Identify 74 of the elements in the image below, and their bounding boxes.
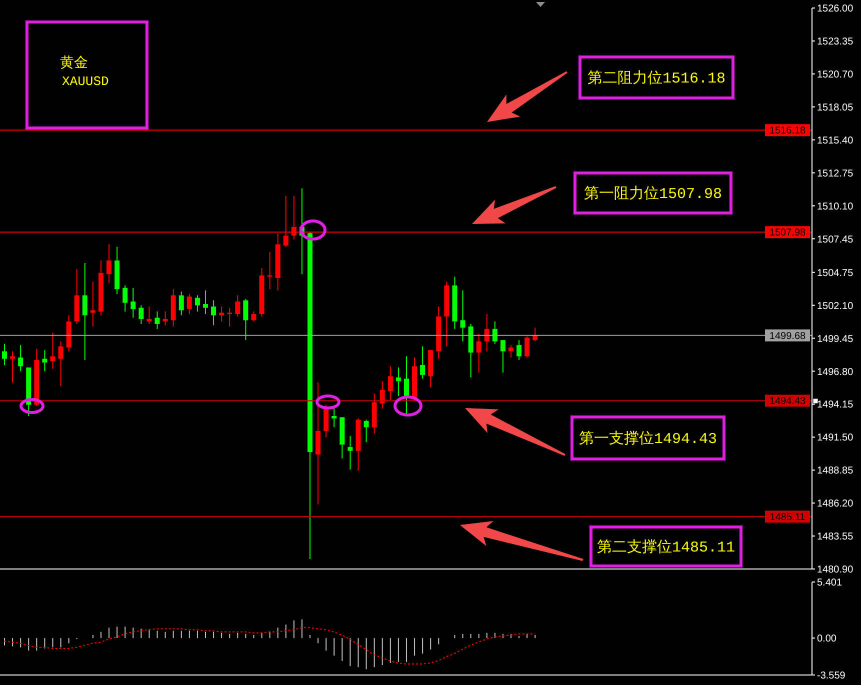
candlestick (211, 300, 216, 326)
y-tick-label: 1502.10 (817, 300, 854, 312)
candlestick (10, 350, 16, 383)
y-tick-label: 1480.90 (817, 564, 854, 576)
line-series (4, 627, 536, 665)
y-tick-label: 1526.00 (817, 4, 854, 15)
candlestick (58, 340, 64, 387)
candlestick (106, 244, 112, 284)
candlestick (348, 435, 353, 470)
candlestick (492, 320, 498, 344)
candlestick (243, 298, 248, 341)
candlestick (2, 343, 7, 366)
y-tick-label: 1491.50 (817, 432, 854, 444)
candlestick (138, 304, 144, 324)
candlestick (235, 294, 240, 317)
candlestick (388, 366, 393, 400)
y-tick-label: 1518.05 (817, 102, 854, 114)
y-tick-label: 1523.35 (817, 36, 854, 48)
y-tick-label: 1510.10 (817, 201, 854, 212)
y-tick-label: -3.559 (817, 670, 846, 682)
candlestick (18, 344, 24, 372)
candlestick (420, 346, 426, 380)
candlestick (186, 294, 192, 314)
candlestick (404, 356, 409, 414)
candlestick (251, 311, 256, 322)
candlestick (162, 311, 168, 326)
candlestick (82, 262, 88, 361)
y-tick-label: 1499.45 (817, 334, 854, 345)
y-tick-label: 1488.85 (817, 466, 854, 477)
y-tick-label: 1512.75 (817, 168, 854, 180)
candlestick (460, 290, 466, 342)
text: 黄金 (60, 55, 88, 72)
annotation: 第二阻力位1516.18 (587, 70, 726, 88)
ref-line-label: 1507.98 (769, 228, 806, 239)
candlestick (194, 294, 200, 312)
candlestick (130, 287, 136, 318)
candlestick (476, 333, 482, 373)
y-tick-label: 1504.75 (817, 268, 854, 279)
candlestick (364, 419, 369, 443)
candlestick (122, 284, 128, 312)
candlestick (332, 408, 337, 428)
ref-line-label: 1485.11 (770, 512, 806, 524)
candlestick (380, 380, 385, 410)
candlestick (524, 336, 530, 358)
y-tick-label: 5.401 (817, 578, 842, 589)
y-tick-label: 1486.20 (817, 498, 854, 510)
candlestick (178, 291, 184, 316)
annotation: 第一支撑位1494.43 (578, 430, 718, 448)
candlestick (516, 340, 522, 361)
candlestick (484, 314, 490, 352)
candlestick (146, 306, 152, 324)
text: XAUUSD (62, 74, 110, 89)
y-tick-label: 1515.40 (817, 135, 854, 146)
y-tick-label: 1496.80 (817, 366, 854, 378)
y-tick-label: 1520.70 (817, 69, 854, 80)
candlestick (396, 366, 401, 397)
candlestick (316, 382, 321, 505)
annotation: 第一阻力位1507.98 (584, 185, 722, 203)
ref-line-label: 1516.18 (769, 126, 806, 137)
y-tick-label: 1507.45 (817, 234, 854, 246)
candlestick (324, 404, 329, 438)
ref-line-label: 1499.68 (769, 330, 806, 342)
y-tick-label: 0.00 (817, 634, 837, 645)
candlestick (90, 281, 96, 327)
candlestick (50, 332, 56, 370)
candlestick (202, 290, 208, 314)
y-tick-label: 1494.15 (817, 400, 854, 411)
candlestick (500, 340, 506, 373)
candlestick (42, 350, 48, 372)
annotation: 第二支撑位1485.11 (596, 538, 736, 556)
y-tick-label: 1483.55 (817, 532, 854, 543)
ref-line-label: 1494.43 (769, 396, 806, 408)
candlestick (154, 311, 160, 330)
candlestick (508, 344, 514, 358)
